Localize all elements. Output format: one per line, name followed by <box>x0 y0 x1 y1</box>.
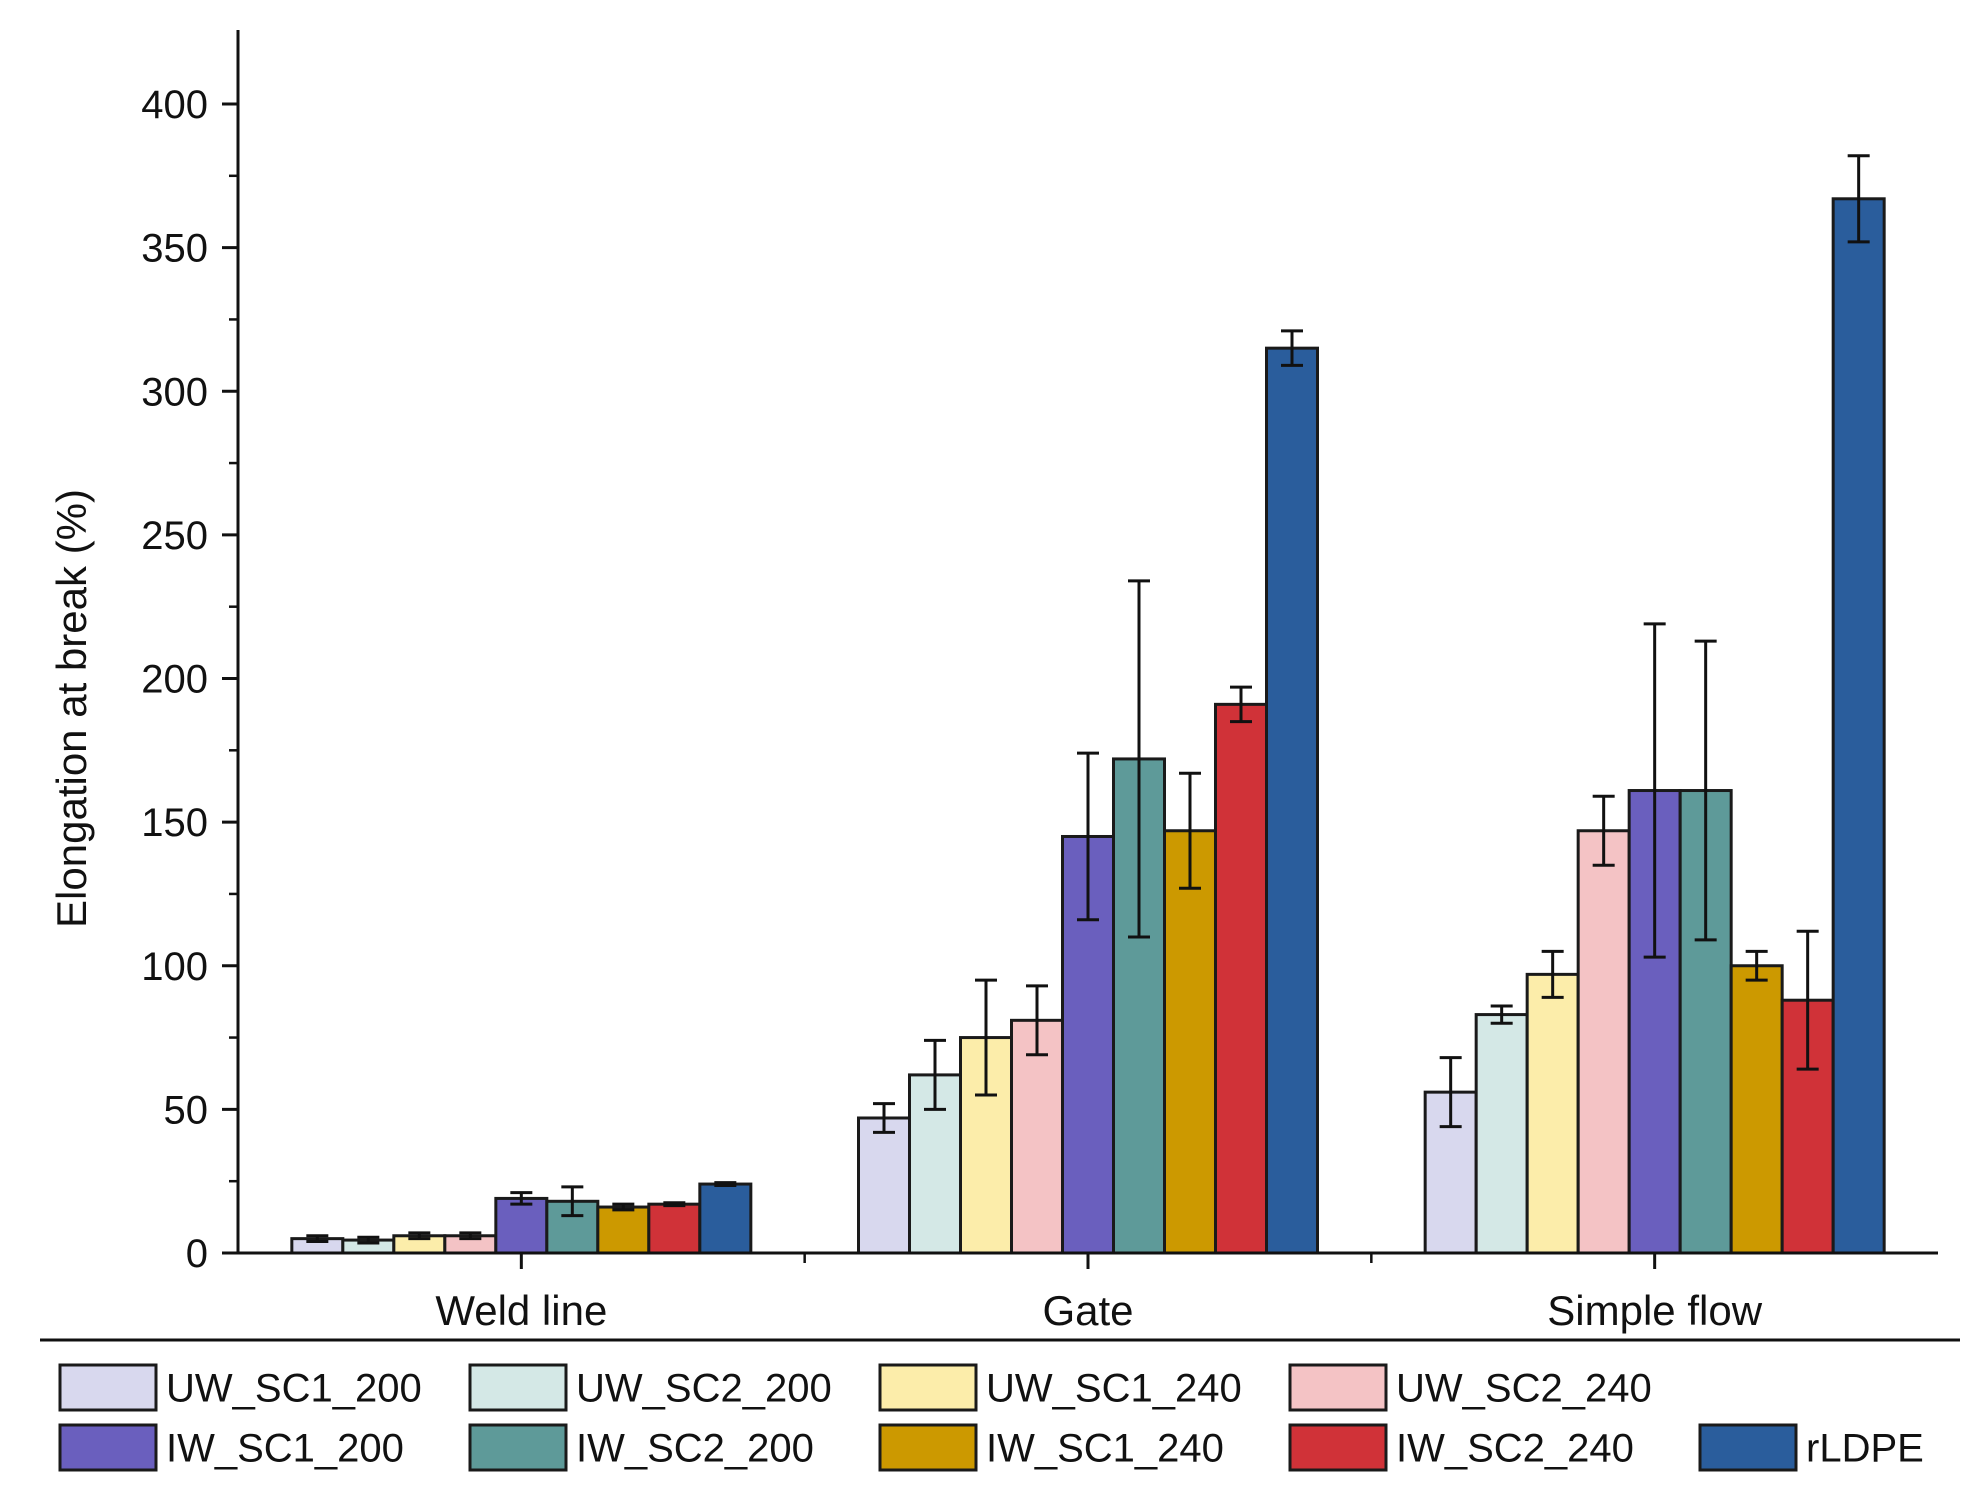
y-tick-label: 0 <box>186 1232 208 1276</box>
error-bar <box>975 978 997 1097</box>
legend-swatch <box>1698 1423 1798 1472</box>
bar <box>1831 197 1886 1255</box>
bar <box>1729 964 1784 1255</box>
legend-item: IW_SC1_240 <box>878 1423 1224 1472</box>
y-tick-label: 100 <box>141 945 208 989</box>
legend-label: IW_SC2_240 <box>1396 1427 1634 1471</box>
series-uw-sc2-240 <box>443 794 1631 1255</box>
error-bar <box>612 1202 635 1212</box>
legend-label: rLDPE <box>1806 1427 1924 1471</box>
legend-label: UW_SC2_240 <box>1396 1367 1652 1411</box>
series-iw-sc2-240 <box>647 685 1835 1255</box>
error-bar <box>561 1185 584 1218</box>
bar <box>1163 829 1217 1255</box>
error-bar <box>357 1235 380 1245</box>
legend-swatch <box>1288 1423 1388 1472</box>
bar <box>698 1182 753 1255</box>
y-tick-label: 250 <box>141 514 208 558</box>
error-bar <box>1179 771 1201 890</box>
legend-label: IW_SC2_200 <box>576 1427 814 1471</box>
error-bar <box>1745 949 1768 982</box>
error-bar <box>510 1191 533 1206</box>
y-tick-label: 150 <box>141 801 208 845</box>
legend-item: rLDPE <box>1698 1423 1924 1472</box>
y-tick-label: 200 <box>141 658 208 702</box>
error-bar <box>1439 1056 1462 1129</box>
bar <box>1525 972 1580 1255</box>
legend-label: IW_SC1_240 <box>986 1427 1224 1471</box>
error-bar <box>1128 579 1150 939</box>
legend-swatch <box>58 1363 158 1412</box>
error-bar <box>1077 751 1099 922</box>
legend-label: UW_SC2_200 <box>576 1367 832 1411</box>
error-bar <box>714 1181 737 1187</box>
legend-item: IW_SC2_200 <box>468 1423 814 1472</box>
legend-swatch <box>58 1423 158 1472</box>
bar <box>1010 1018 1064 1255</box>
legend-layer: UW_SC1_200 UW_SC2_200 UW_SC1_240 UW_SC2_240… <box>40 1338 1960 1472</box>
x-tick-label: Gate <box>1042 1287 1133 1334</box>
legend-label: IW_SC1_200 <box>166 1427 404 1471</box>
legend-item: UW_SC1_200 <box>58 1363 422 1412</box>
bar <box>1214 702 1268 1255</box>
legend-swatch <box>1288 1363 1388 1412</box>
x-tick-label: Weld line <box>435 1287 607 1334</box>
legend-swatch <box>878 1423 978 1472</box>
error-bar <box>1643 622 1666 959</box>
bar <box>647 1202 702 1255</box>
series-uw-sc1-240 <box>392 949 1580 1255</box>
y-tick-label: 50 <box>164 1088 209 1132</box>
error-bar <box>1026 984 1048 1057</box>
axes-layer: 0 50 100 150 200 250 300 350 400 Weld line Gate Sim… <box>48 30 1938 1334</box>
x-tick-label: Simple flow <box>1547 1287 1762 1334</box>
error-bar <box>1541 949 1564 999</box>
error-bar <box>1490 1004 1513 1025</box>
legend-item: UW_SC2_240 <box>1288 1363 1652 1412</box>
bar <box>596 1205 651 1255</box>
error-bar <box>408 1231 431 1241</box>
legend-swatch <box>468 1423 568 1472</box>
legend-item: UW_SC1_240 <box>878 1363 1242 1412</box>
bar <box>857 1116 911 1255</box>
series-iw-sc1-200 <box>494 622 1682 1255</box>
legend-item: IW_SC2_240 <box>1288 1423 1634 1472</box>
legend-swatch <box>468 1363 568 1412</box>
bar <box>494 1196 549 1255</box>
error-bar <box>1281 329 1303 367</box>
y-tick-label: 400 <box>141 83 208 127</box>
y-tick-label: 350 <box>141 227 208 271</box>
error-bar <box>306 1234 329 1244</box>
error-bar <box>663 1201 686 1208</box>
error-bar <box>1847 154 1870 244</box>
bar <box>1474 1013 1529 1255</box>
error-bar <box>924 1038 946 1111</box>
bar <box>1265 346 1319 1255</box>
y-axis-title: Elongation at break (%) <box>48 489 95 928</box>
y-tick-label: 300 <box>141 370 208 414</box>
legend-label: UW_SC1_200 <box>166 1367 422 1411</box>
legend-label: UW_SC1_240 <box>986 1367 1242 1411</box>
bar <box>1576 829 1631 1255</box>
error-bar <box>1796 929 1819 1071</box>
error-bar <box>1230 685 1252 724</box>
legend-item: UW_SC2_200 <box>468 1363 832 1412</box>
bars-layer <box>290 154 1886 1255</box>
error-bar <box>873 1102 895 1134</box>
error-bar <box>1694 639 1717 942</box>
legend-swatch <box>878 1363 978 1412</box>
error-bar <box>1592 794 1615 867</box>
legend-item: IW_SC1_200 <box>58 1423 404 1472</box>
series-iw-sc1-240 <box>596 771 1784 1255</box>
error-bar <box>459 1231 482 1241</box>
